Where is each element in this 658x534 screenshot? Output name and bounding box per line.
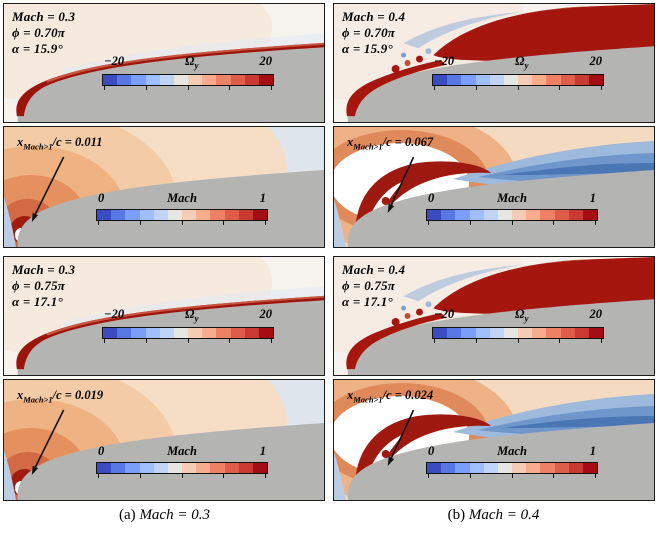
colorbar-max: 1	[589, 444, 596, 458]
colorbar-symbol: Mach	[167, 444, 197, 458]
phase-condition: ϕ = 0.75π	[342, 278, 396, 293]
colorbar-max: 20	[259, 54, 273, 68]
mach-subplot: xMach>1/c = 0.011 0 Mach 1	[3, 126, 325, 248]
panel-mach04-phi070: Mach = 0.4 ϕ = 0.70π α = 15.9° −20 Ωy 20…	[333, 3, 655, 249]
phase-condition: ϕ = 0.70π	[342, 25, 396, 40]
vorticity-subplot: Mach = 0.3 ϕ = 0.75π α = 17.1° −20 Ωy 20	[3, 256, 325, 376]
flow-conditions: Mach = 0.3 ϕ = 0.75π α = 17.1°	[12, 262, 75, 310]
colorbar-max: 20	[259, 307, 273, 321]
panel-mach04-phi075: Mach = 0.4 ϕ = 0.75π α = 17.1° −20 Ωy 20…	[333, 256, 655, 502]
colorbar-ticks	[426, 221, 598, 225]
colorbar-max: 1	[259, 444, 266, 458]
vorticity-subplot: Mach = 0.3 ϕ = 0.70π α = 15.9° −20 Ωy 20	[3, 3, 325, 123]
phase-condition: ϕ = 0.75π	[12, 278, 66, 293]
caption-b: (b) Mach = 0.4	[447, 507, 540, 523]
colorbar-gradient	[432, 73, 604, 86]
phase-condition: ϕ = 0.70π	[12, 25, 66, 40]
colorbar-symbol: Ωy	[515, 54, 529, 71]
colorbar-gradient	[96, 462, 268, 474]
colorbar-symbol: Ωy	[185, 54, 199, 71]
vorticity-subplot: Mach = 0.4 ϕ = 0.75π α = 17.1° −20 Ωy 20	[333, 256, 655, 376]
alpha-condition: α = 15.9°	[12, 41, 63, 56]
colorbar-gradient	[426, 462, 598, 474]
colorbar-labels: 0 Mach 1	[96, 444, 268, 459]
colorbar-labels: −20 Ωy 20	[102, 307, 274, 324]
colorbar-labels: −20 Ωy 20	[102, 54, 274, 71]
supersonic-extent-annotation: xMach>1/c = 0.011	[17, 135, 103, 152]
colorbar-gradient	[102, 73, 274, 86]
colorbar-min: 0	[98, 191, 105, 205]
colorbar-symbol: Ωy	[185, 307, 199, 324]
colorbar-labels: 0 Mach 1	[96, 191, 268, 206]
colorbar-max: 1	[589, 191, 596, 205]
colorbar-ticks	[102, 338, 274, 343]
mach-condition: Mach = 0.3	[12, 262, 76, 277]
mach-condition: Mach = 0.4	[342, 9, 406, 24]
colorbar-min: −20	[434, 307, 455, 321]
colorbar-min: −20	[434, 54, 455, 68]
mach-colorbar: 0 Mach 1	[96, 191, 268, 225]
mach-colorbar: 0 Mach 1	[426, 444, 598, 478]
panel-mach03-phi075: Mach = 0.3 ϕ = 0.75π α = 17.1° −20 Ωy 20…	[3, 256, 325, 502]
colorbar-max: 20	[589, 307, 603, 321]
colorbar-min: −20	[104, 307, 125, 321]
colorbar-ticks	[102, 85, 274, 90]
subfigure-captions: (a) Mach = 0.3 (b) Mach = 0.4	[0, 507, 658, 524]
vorticity-colorbar: −20 Ωy 20	[432, 307, 604, 343]
colorbar-gradient	[426, 209, 598, 221]
supersonic-extent-annotation: xMach>1/c = 0.067	[347, 135, 434, 152]
mach-condition: Mach = 0.4	[342, 262, 406, 277]
alpha-condition: α = 17.1°	[12, 294, 63, 309]
colorbar-gradient	[432, 326, 604, 339]
colorbar-symbol: Mach	[497, 444, 527, 458]
colorbar-min: 0	[428, 444, 435, 458]
colorbar-min: 0	[428, 191, 435, 205]
colorbar-symbol: Mach	[497, 191, 527, 205]
supersonic-extent-annotation: xMach>1/c = 0.019	[17, 388, 104, 405]
colorbar-ticks	[432, 338, 604, 343]
colorbar-labels: −20 Ωy 20	[432, 307, 604, 324]
vorticity-colorbar: −20 Ωy 20	[102, 307, 274, 343]
flow-conditions: Mach = 0.4 ϕ = 0.70π α = 15.9°	[342, 9, 405, 57]
colorbar-max: 1	[259, 191, 266, 205]
colorbar-ticks	[432, 85, 604, 90]
colorbar-gradient	[96, 209, 268, 221]
mach-colorbar: 0 Mach 1	[426, 191, 598, 225]
colorbar-ticks	[96, 474, 268, 478]
supersonic-extent-annotation: xMach>1/c = 0.024	[347, 388, 434, 405]
colorbar-max: 20	[589, 54, 603, 68]
mach-colorbar: 0 Mach 1	[96, 444, 268, 478]
panel-mach03-phi070: Mach = 0.3 ϕ = 0.70π α = 15.9° −20 Ωy 20…	[3, 3, 325, 249]
colorbar-labels: 0 Mach 1	[426, 444, 598, 459]
vorticity-colorbar: −20 Ωy 20	[102, 54, 274, 90]
mach-subplot: xMach>1/c = 0.019 0 Mach 1	[3, 379, 325, 501]
colorbar-ticks	[426, 474, 598, 478]
flow-conditions: Mach = 0.4 ϕ = 0.75π α = 17.1°	[342, 262, 405, 310]
colorbar-min: 0	[98, 444, 105, 458]
colorbar-symbol: Mach	[167, 191, 197, 205]
caption-a: (a) Mach = 0.3	[119, 507, 210, 523]
vorticity-colorbar: −20 Ωy 20	[432, 54, 604, 90]
colorbar-gradient	[102, 326, 274, 339]
colorbar-labels: 0 Mach 1	[426, 191, 598, 206]
colorbar-symbol: Ωy	[515, 307, 529, 324]
mach-condition: Mach = 0.3	[12, 9, 76, 24]
colorbar-min: −20	[104, 54, 125, 68]
alpha-condition: α = 15.9°	[342, 41, 393, 56]
colorbar-labels: −20 Ωy 20	[432, 54, 604, 71]
alpha-condition: α = 17.1°	[342, 294, 393, 309]
mach-subplot: xMach>1/c = 0.067 0 Mach 1	[333, 126, 655, 248]
mach-subplot: xMach>1/c = 0.024 0 Mach 1	[333, 379, 655, 501]
colorbar-ticks	[96, 221, 268, 225]
flow-conditions: Mach = 0.3 ϕ = 0.70π α = 15.9°	[12, 9, 75, 57]
vorticity-subplot: Mach = 0.4 ϕ = 0.70π α = 15.9° −20 Ωy 20	[333, 3, 655, 123]
